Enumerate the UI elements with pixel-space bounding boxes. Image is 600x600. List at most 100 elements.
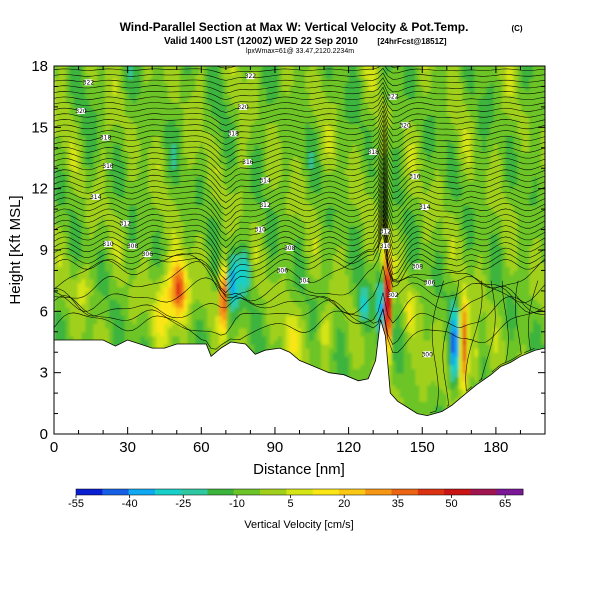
- velocity-cell: [203, 155, 208, 161]
- velocity-cell: [77, 225, 83, 231]
- velocity-cell: [105, 270, 110, 276]
- velocity-cell: [175, 282, 181, 288]
- velocity-cell: [226, 66, 232, 71]
- velocity-cell: [207, 172, 212, 177]
- velocity-cell: [199, 127, 204, 133]
- velocity-cell: [226, 311, 232, 317]
- velocity-cell: [120, 254, 126, 259]
- velocity-cell: [120, 278, 126, 284]
- velocity-cell: [163, 127, 169, 133]
- velocity-cell: [160, 135, 165, 141]
- velocity-cell: [199, 290, 204, 296]
- velocity-cell: [191, 282, 197, 288]
- velocity-cell: [101, 270, 106, 276]
- velocity-cell: [89, 196, 94, 202]
- velocity-cell: [73, 311, 79, 317]
- velocity-cell: [93, 200, 98, 206]
- velocity-cell: [120, 106, 126, 112]
- velocity-cell: [222, 327, 228, 333]
- velocity-cell: [77, 164, 83, 169]
- velocity-cell: [140, 254, 145, 259]
- velocity-cell: [254, 315, 259, 321]
- velocity-cell: [85, 323, 90, 329]
- velocity-cell: [175, 209, 181, 214]
- velocity-cell: [156, 90, 161, 96]
- velocity-cell: [81, 311, 87, 317]
- velocity-cell: [105, 335, 110, 341]
- velocity-cell: [144, 110, 149, 116]
- velocity-cell: [148, 217, 153, 222]
- velocity-cell: [148, 164, 153, 169]
- velocity-cell: [179, 335, 185, 341]
- velocity-cell: [242, 180, 248, 186]
- velocity-cell: [93, 319, 98, 325]
- velocity-cell: [160, 70, 165, 75]
- velocity-cell: [54, 323, 59, 329]
- velocity-cell: [226, 250, 232, 255]
- velocity-cell: [195, 270, 200, 276]
- velocity-cell: [128, 102, 134, 108]
- velocity-cell: [152, 311, 157, 317]
- velocity-cell: [156, 213, 161, 218]
- velocity-cell: [93, 278, 98, 284]
- velocity-cell: [65, 176, 71, 182]
- velocity-cell: [195, 339, 200, 345]
- velocity-cell: [57, 82, 63, 88]
- velocity-cell: [148, 66, 153, 71]
- velocity-cell: [77, 94, 83, 100]
- velocity-cell: [183, 303, 189, 308]
- velocity-cell: [85, 168, 90, 173]
- velocity-cell: [242, 172, 248, 177]
- velocity-cell: [89, 131, 94, 137]
- velocity-cell: [230, 282, 236, 288]
- velocity-cell: [89, 110, 94, 116]
- velocity-cell: [207, 90, 212, 96]
- velocity-cell: [124, 139, 130, 145]
- velocity-cell: [175, 213, 181, 218]
- velocity-cell: [179, 143, 185, 149]
- velocity-cell: [163, 147, 169, 153]
- velocity-cell: [54, 319, 59, 325]
- velocity-cell: [156, 106, 161, 112]
- velocity-cell: [262, 221, 267, 227]
- velocity-cell: [218, 131, 224, 137]
- velocity-cell: [97, 209, 102, 214]
- velocity-cell: [215, 135, 220, 141]
- velocity-cell: [218, 143, 224, 149]
- velocity-cell: [250, 86, 255, 92]
- velocity-cell: [120, 70, 126, 75]
- velocity-cell: [77, 102, 83, 108]
- velocity-cell: [120, 294, 126, 300]
- velocity-cell: [132, 110, 138, 116]
- velocity-cell: [218, 294, 224, 300]
- velocity-cell: [207, 213, 212, 218]
- velocity-cell: [120, 311, 126, 317]
- velocity-cell: [230, 221, 236, 227]
- velocity-cell: [105, 196, 110, 202]
- velocity-cell: [215, 237, 220, 243]
- velocity-cell: [116, 184, 122, 190]
- velocity-cell: [183, 102, 189, 108]
- velocity-cell: [89, 70, 94, 75]
- velocity-cell: [215, 143, 220, 149]
- velocity-cell: [250, 237, 255, 243]
- velocity-cell: [57, 270, 63, 276]
- velocity-cell: [93, 303, 98, 308]
- velocity-cell: [266, 266, 271, 272]
- velocity-cell: [97, 315, 102, 321]
- velocity-cell: [203, 258, 208, 263]
- velocity-cell: [77, 155, 83, 161]
- velocity-cell: [108, 119, 114, 124]
- velocity-cell: [215, 213, 220, 218]
- velocity-cell: [65, 319, 71, 325]
- velocity-cell: [183, 250, 189, 255]
- velocity-cell: [207, 221, 212, 227]
- velocity-cell: [234, 327, 240, 333]
- velocity-cell: [81, 188, 87, 194]
- velocity-cell: [108, 78, 114, 83]
- velocity-cell: [120, 127, 126, 133]
- velocity-cell: [81, 176, 87, 182]
- velocity-cell: [238, 286, 244, 292]
- velocity-cell: [171, 229, 177, 235]
- velocity-cell: [222, 151, 228, 157]
